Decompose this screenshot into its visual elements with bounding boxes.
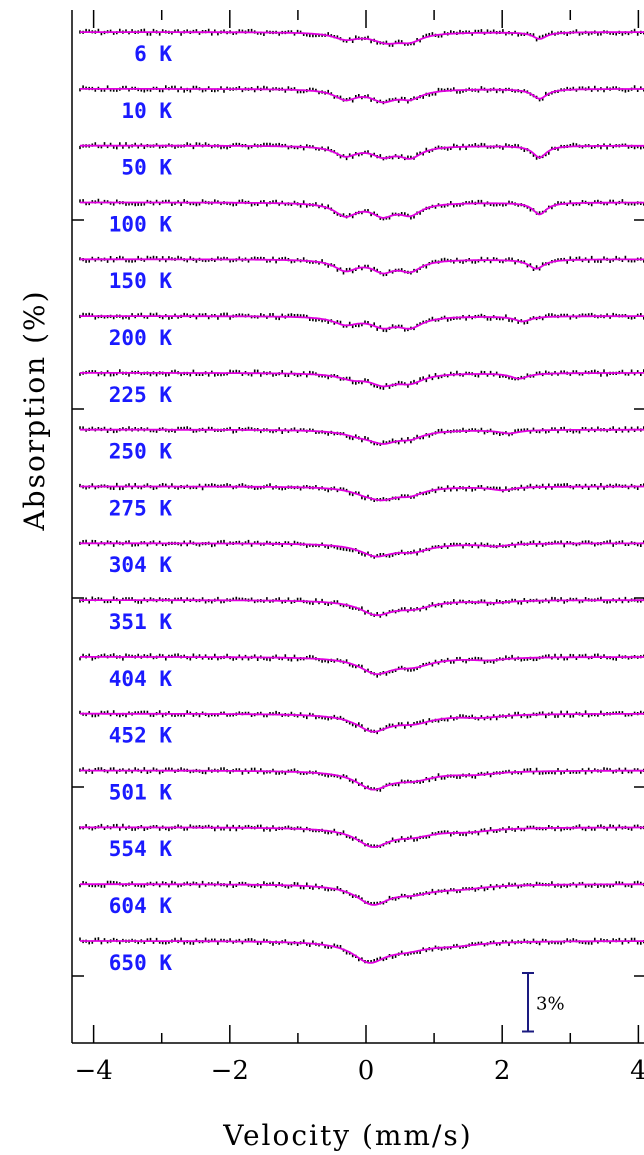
fit-line (80, 201, 644, 219)
scale-bar-label: 3% (536, 993, 565, 1014)
temperature-label: 452 K (109, 724, 173, 748)
temperature-label: 501 K (109, 780, 173, 804)
spectrum-group (79, 767, 644, 792)
x-tick-label: −2 (211, 1056, 249, 1086)
x-tick-label: 0 (358, 1056, 375, 1086)
fit-line (80, 883, 644, 906)
y-axis-title: Absorption (%) (18, 289, 51, 531)
temperature-label: 100 K (109, 212, 173, 236)
spectrum-group (79, 255, 644, 277)
spectrum-group (79, 426, 644, 446)
temperature-label: 6 K (134, 42, 172, 66)
fit-line (80, 372, 644, 388)
temperature-label: 604 K (109, 894, 173, 918)
temperature-label: 150 K (109, 269, 173, 293)
spectrum-group (79, 85, 644, 105)
temperature-label: 225 K (109, 383, 173, 407)
fit-line (80, 258, 644, 275)
fit-line (80, 88, 644, 104)
temperature-label: 304 K (109, 553, 173, 577)
temperature-labels: 6 K 10 K 50 K 100 K 150 K 200 K 225 K 250 K 275 … (109, 42, 173, 975)
x-tick-label: −4 (74, 1056, 112, 1086)
spectrum-group (79, 198, 644, 221)
spectrum-group (79, 539, 644, 559)
temperature-label: 351 K (109, 610, 173, 634)
spectrum-group (79, 482, 644, 502)
temperature-label: 10 K (121, 99, 172, 123)
temperature-label: 200 K (109, 326, 173, 350)
fit-line (80, 31, 644, 45)
spectrum-group (79, 880, 644, 906)
temperature-label: 404 K (109, 667, 173, 691)
temperature-label: 554 K (109, 837, 173, 861)
spectrum-group (79, 823, 644, 849)
x-tick-label: 2 (494, 1056, 511, 1086)
x-axis-title: Velocity (mm/s) (222, 1119, 472, 1152)
temperature-label: 250 K (109, 440, 173, 464)
temperature-label: 50 K (121, 156, 172, 180)
spectrum-group (79, 369, 644, 390)
plot-axes: −4 −2 0 2 4 (71, 10, 644, 1086)
spectrum-group (79, 142, 644, 161)
fit-line (80, 485, 644, 502)
spectrum-group (79, 596, 644, 618)
fit-line (80, 144, 644, 160)
spectrum-group (79, 937, 644, 964)
temperature-label: 650 K (109, 951, 173, 975)
temperature-label: 275 K (109, 496, 173, 520)
spectrum-group (79, 710, 644, 735)
fit-line (80, 826, 644, 849)
fit-line (80, 542, 644, 558)
spectrum-group (79, 28, 644, 47)
fit-line (80, 315, 644, 330)
spectrum-group (79, 312, 644, 333)
fit-line (80, 940, 644, 964)
scale-bar: 3% (522, 972, 565, 1033)
spectrum-group (79, 653, 644, 678)
fit-line (80, 656, 644, 675)
fit-line (80, 599, 644, 617)
x-tick-label: 4 (630, 1056, 644, 1086)
fit-line (80, 712, 644, 733)
fit-line (80, 769, 644, 791)
fit-line (80, 428, 644, 445)
spectra-layer (79, 28, 644, 964)
